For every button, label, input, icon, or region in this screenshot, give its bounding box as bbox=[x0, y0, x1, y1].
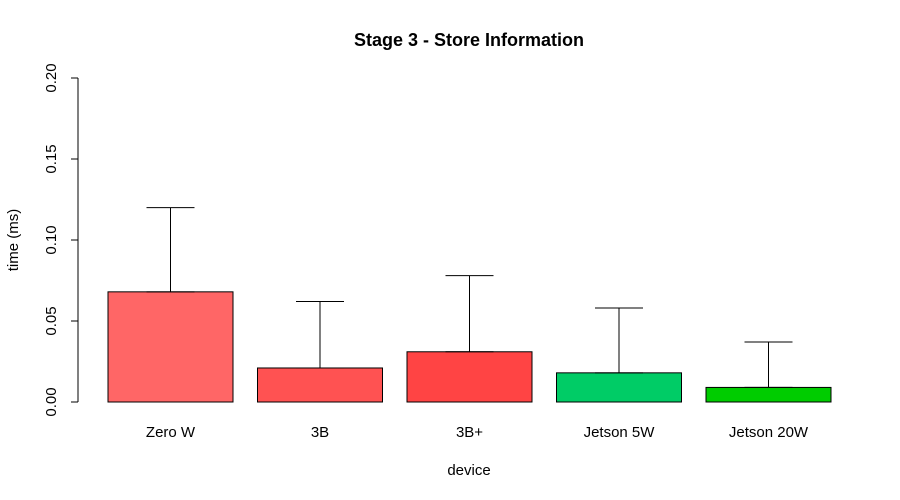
chart-title: Stage 3 - Store Information bbox=[354, 30, 584, 50]
bar-jetson-20w bbox=[705, 386, 832, 403]
y-tick-label: 0.15 bbox=[43, 144, 60, 173]
x-tick-label: 3B bbox=[311, 424, 329, 441]
y-tick-label: 0.05 bbox=[43, 306, 60, 335]
bar-3b bbox=[257, 367, 383, 403]
y-axis: 0.00 0.05 0.10 0.15 0.20 bbox=[43, 63, 79, 417]
y-tick-label: 0.20 bbox=[43, 63, 60, 92]
bars bbox=[107, 207, 832, 403]
x-axis-tick-labels: Zero W 3B 3B+ Jetson 5W Jetson 20W bbox=[146, 424, 809, 441]
y-tick-label: 0.10 bbox=[43, 225, 60, 254]
y-axis-label: time (ms) bbox=[5, 209, 22, 272]
x-tick-label: Zero W bbox=[146, 424, 196, 441]
bar-zero-w bbox=[107, 291, 234, 403]
y-tick-label: 0.00 bbox=[43, 387, 60, 416]
x-axis-label: device bbox=[447, 462, 490, 479]
bar-jetson-5w bbox=[556, 372, 682, 403]
x-tick-label: Jetson 20W bbox=[729, 424, 809, 441]
x-tick-label: 3B+ bbox=[456, 424, 483, 441]
x-tick-label: Jetson 5W bbox=[584, 424, 656, 441]
bar-3b- bbox=[406, 351, 533, 403]
